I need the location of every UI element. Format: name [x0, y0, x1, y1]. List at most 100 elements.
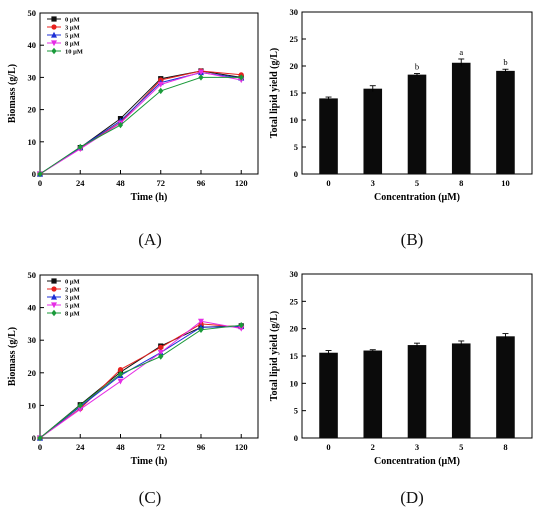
legend-label: 8 μM	[65, 311, 80, 318]
data-point	[238, 325, 245, 332]
y-tick-label: 20	[290, 61, 299, 71]
x-tick-label: 5	[415, 178, 419, 188]
y-tick-label: 20	[290, 324, 299, 334]
series-line	[39, 70, 242, 175]
y-axis-label: Biomass (g/L)	[7, 327, 18, 386]
y-tick-label: 15	[290, 351, 299, 361]
x-tick-label: 96	[197, 178, 206, 188]
series-line	[39, 324, 242, 439]
x-tick-label: 96	[197, 442, 206, 452]
legend-marker	[51, 40, 57, 47]
y-axis-label: Total lipid yield (g/L)	[269, 48, 280, 138]
data-point	[157, 81, 164, 88]
panel-label-d: (D)	[400, 488, 424, 507]
x-tick-label: 0	[38, 442, 42, 452]
y-tick-label: 10	[290, 115, 299, 125]
x-tick-label: 0	[326, 442, 330, 452]
data-point	[158, 344, 164, 350]
x-tick-label: 5	[459, 442, 463, 452]
y-tick-label: 50	[28, 270, 37, 280]
y-tick-label: 0	[32, 433, 36, 443]
bar	[407, 345, 427, 438]
y-tick-label: 30	[290, 7, 299, 17]
y-tick-label: 30	[290, 269, 299, 279]
x-tick-label: 24	[76, 178, 85, 188]
x-tick-label: 3	[371, 178, 375, 188]
legend-marker	[51, 47, 57, 55]
legend-label: 10 μM	[65, 49, 83, 56]
plot-frame	[39, 274, 259, 439]
y-tick-label: 10	[28, 137, 37, 147]
x-tick-label: 48	[116, 178, 125, 188]
panel-label-c: (C)	[138, 488, 162, 507]
y-tick-label: 10	[28, 400, 37, 410]
legend-marker	[51, 24, 57, 30]
panel-label-a: (A)	[138, 230, 162, 249]
x-tick-label: 48	[116, 442, 125, 452]
legend-label: 2 μM	[65, 287, 80, 294]
x-axis-label: Concentration (μM)	[374, 456, 460, 467]
data-point	[37, 170, 43, 178]
significance-label: b	[503, 57, 507, 67]
data-point	[77, 406, 84, 413]
x-axis-label: Time (h)	[131, 456, 168, 467]
chart-panel-a: 0 10 20 30 40 50 0 24 48 72 96 120 Time (h) Biomass (…	[7, 8, 259, 203]
y-axis-label: Biomass (g/L)	[7, 64, 18, 123]
series-line	[39, 70, 242, 175]
legend-label: 3 μM	[65, 25, 80, 32]
significance-label: b	[415, 62, 419, 72]
x-tick-label: 0	[38, 178, 42, 188]
x-tick-label: 120	[235, 442, 248, 452]
bar	[451, 62, 471, 175]
x-axis-label: Time (h)	[131, 192, 168, 203]
legend-label: 5 μM	[65, 303, 80, 310]
legend-label: 3 μM	[65, 295, 80, 302]
legend-label: 0 μM	[65, 17, 80, 24]
data-point	[238, 322, 244, 329]
y-tick-label: 25	[290, 296, 299, 306]
x-tick-label: 0	[326, 178, 330, 188]
series-line	[39, 326, 242, 439]
y-tick-label: 20	[28, 368, 37, 378]
chart-panel-b: 0 5 10 15 20 25 30 0 3 5 8 10 Concentration (μM) Tota…	[269, 7, 533, 203]
panel-label-b: (B)	[400, 230, 424, 249]
series-line	[39, 71, 242, 175]
bar	[451, 343, 471, 438]
data-point	[198, 74, 204, 81]
legend-label: 0 μM	[65, 279, 80, 286]
legend-label: 5 μM	[65, 33, 80, 40]
x-tick-label: 3	[415, 442, 419, 452]
y-tick-label: 15	[290, 88, 299, 98]
bar	[319, 352, 338, 438]
bar	[363, 88, 383, 174]
x-axis-label: Concentration (μM)	[374, 192, 460, 203]
y-tick-label: 5	[294, 142, 298, 152]
y-tick-label: 20	[28, 105, 37, 115]
series-line	[39, 72, 242, 175]
legend-label: 8 μM	[65, 41, 80, 48]
data-point	[157, 349, 164, 356]
legend-marker	[51, 293, 57, 300]
y-tick-label: 50	[28, 8, 37, 18]
legend-marker	[51, 302, 57, 309]
y-tick-label: 0	[294, 169, 298, 179]
x-tick-label: 8	[459, 178, 463, 188]
legend-marker	[51, 31, 57, 38]
data-point	[37, 434, 43, 442]
x-tick-label: 24	[76, 442, 85, 452]
x-tick-label: 120	[235, 178, 248, 188]
plot-frame	[39, 12, 259, 175]
y-tick-label: 30	[28, 72, 37, 82]
y-tick-label: 0	[32, 169, 36, 179]
x-tick-label: 2	[371, 442, 375, 452]
legend-marker	[51, 309, 57, 317]
bar	[363, 350, 383, 438]
data-point	[77, 402, 83, 409]
y-tick-label: 0	[294, 433, 298, 443]
series-line	[39, 320, 242, 439]
data-point	[158, 87, 164, 95]
x-tick-label: 8	[503, 442, 507, 452]
data-point	[197, 318, 204, 325]
bar	[319, 98, 338, 174]
